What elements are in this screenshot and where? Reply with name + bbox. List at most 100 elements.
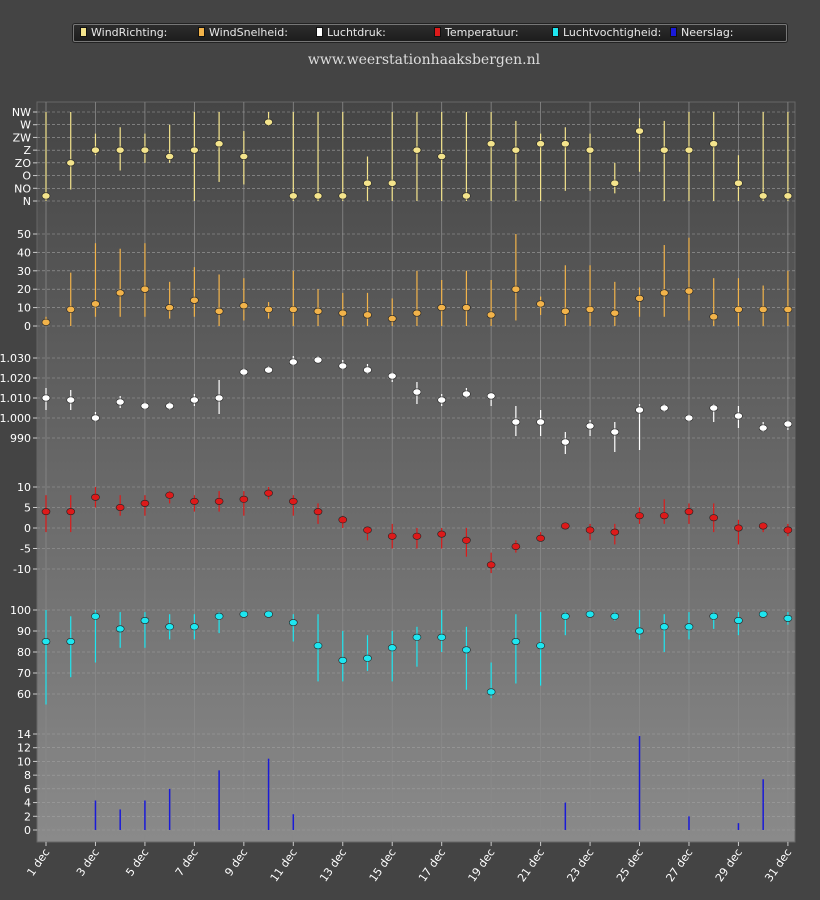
data-point bbox=[536, 300, 545, 308]
legend-label: WindRichting: bbox=[91, 26, 168, 39]
data-point bbox=[783, 614, 793, 622]
data-point bbox=[758, 305, 768, 313]
data-point bbox=[66, 159, 76, 167]
data-point bbox=[734, 616, 743, 624]
y-tick-label: 20 bbox=[17, 283, 31, 296]
data-point bbox=[66, 305, 76, 313]
data-point bbox=[511, 418, 521, 426]
legend-swatch bbox=[80, 27, 87, 37]
legend-swatch bbox=[434, 27, 441, 37]
data-point bbox=[758, 522, 768, 530]
data-point bbox=[387, 644, 397, 652]
data-point bbox=[91, 300, 100, 308]
data-point bbox=[214, 307, 224, 315]
plot-border bbox=[36, 101, 796, 843]
data-point bbox=[709, 612, 719, 620]
data-point bbox=[462, 390, 471, 398]
data-point bbox=[486, 392, 496, 400]
data-point bbox=[140, 285, 150, 293]
y-tick-label: 70 bbox=[17, 667, 31, 680]
data-point bbox=[585, 305, 595, 313]
y-tick-label: ZW bbox=[13, 131, 32, 144]
data-point bbox=[288, 305, 298, 313]
data-point bbox=[140, 146, 150, 154]
y-tick-label: O bbox=[22, 170, 31, 183]
data-point bbox=[758, 610, 768, 618]
data-point bbox=[536, 418, 545, 426]
data-point bbox=[610, 179, 620, 187]
data-point bbox=[190, 396, 199, 404]
data-point bbox=[313, 508, 323, 516]
data-point bbox=[313, 192, 323, 200]
data-point bbox=[190, 497, 199, 505]
data-point bbox=[610, 309, 620, 317]
data-point bbox=[783, 526, 793, 534]
data-point bbox=[41, 637, 51, 645]
data-point bbox=[610, 612, 620, 620]
legend-label: Luchtdruk: bbox=[327, 26, 386, 39]
data-point bbox=[709, 140, 719, 148]
data-point bbox=[684, 623, 694, 631]
data-point bbox=[264, 366, 273, 374]
data-point bbox=[165, 623, 174, 631]
data-point bbox=[684, 414, 694, 422]
legend-item-neerslag: Neerslag: bbox=[670, 26, 734, 40]
data-point bbox=[338, 656, 348, 664]
data-point bbox=[239, 495, 249, 503]
data-point bbox=[659, 623, 669, 631]
legend-swatch bbox=[670, 27, 677, 37]
y-tick-label: 80 bbox=[17, 646, 31, 659]
data-point bbox=[165, 491, 174, 499]
y-tick-label: -10 bbox=[13, 563, 31, 576]
data-point bbox=[412, 309, 422, 317]
data-point bbox=[561, 612, 570, 620]
y-tick-label: 40 bbox=[17, 246, 31, 259]
data-point bbox=[635, 127, 644, 135]
data-point bbox=[165, 402, 174, 410]
data-point bbox=[66, 396, 76, 404]
data-point bbox=[214, 140, 224, 148]
data-point bbox=[486, 311, 496, 319]
data-point bbox=[313, 307, 323, 315]
data-point bbox=[585, 610, 595, 618]
data-point bbox=[387, 315, 397, 323]
data-point bbox=[486, 561, 496, 569]
data-point bbox=[561, 522, 570, 530]
data-point bbox=[387, 532, 397, 540]
legend-swatch bbox=[198, 27, 205, 37]
y-tick-label: W bbox=[20, 119, 31, 132]
data-point bbox=[462, 536, 471, 544]
y-tick-label: 10 bbox=[17, 755, 31, 768]
y-tick-label: 4 bbox=[24, 797, 31, 810]
data-point bbox=[288, 192, 298, 200]
data-point bbox=[264, 305, 273, 313]
data-point bbox=[462, 646, 471, 654]
legend-item-luchtdruk: Luchtdruk: bbox=[316, 26, 386, 40]
data-point bbox=[239, 302, 249, 310]
legend-label: Neerslag: bbox=[681, 26, 734, 39]
y-tick-label: NO bbox=[14, 182, 31, 195]
y-tick-label: 10 bbox=[17, 481, 31, 494]
data-point bbox=[536, 534, 545, 542]
data-point bbox=[115, 398, 125, 406]
data-point bbox=[659, 512, 669, 520]
y-tick-label: 50 bbox=[17, 228, 31, 241]
legend-item-windsnelheid: WindSnelheid: bbox=[198, 26, 288, 40]
data-point bbox=[511, 542, 521, 550]
data-point bbox=[115, 289, 125, 297]
data-point bbox=[412, 146, 422, 154]
data-point bbox=[338, 192, 348, 200]
data-point bbox=[363, 311, 372, 319]
data-point bbox=[115, 625, 125, 633]
data-point bbox=[635, 406, 644, 414]
data-point bbox=[709, 313, 719, 321]
data-point bbox=[783, 420, 793, 428]
y-tick-label: -5 bbox=[20, 543, 31, 556]
data-point bbox=[288, 358, 298, 366]
site-title: www.weerstationhaaksbergen.nl bbox=[307, 52, 541, 68]
data-point bbox=[190, 146, 199, 154]
data-point bbox=[338, 309, 348, 317]
data-point bbox=[338, 362, 348, 370]
